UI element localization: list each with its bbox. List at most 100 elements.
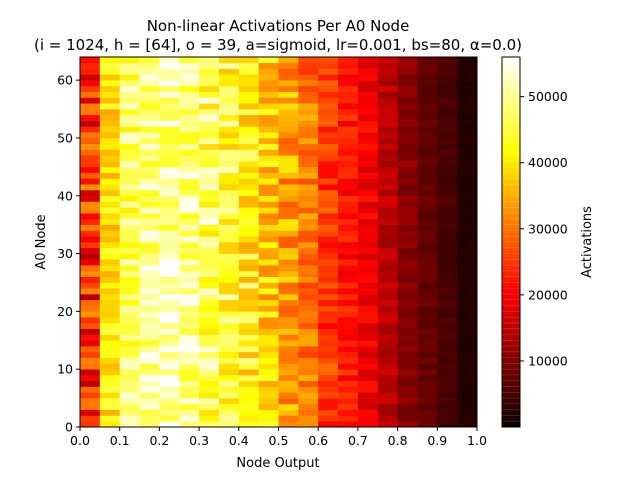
heatmap-cell (397, 311, 418, 318)
heatmap-cell (218, 172, 240, 179)
heatmap-cell (179, 120, 200, 127)
heatmap-cell (139, 207, 160, 214)
heatmap-cell (298, 137, 319, 145)
heatmap-cell (218, 68, 240, 75)
heatmap-cell (238, 334, 259, 341)
heatmap-cell (159, 166, 180, 173)
heatmap-cell (298, 392, 319, 399)
heatmap-cell (437, 103, 458, 110)
heatmap-cell (99, 363, 120, 370)
heatmap-cell (278, 120, 299, 127)
heatmap-cell (159, 265, 180, 272)
heatmap-cell (298, 114, 319, 121)
heatmap-cell (338, 386, 359, 393)
heatmap-cell (357, 224, 379, 231)
heatmap-cell (119, 103, 140, 110)
heatmap-cell (417, 207, 438, 214)
heatmap-cell (357, 328, 379, 335)
heatmap-cell (397, 346, 418, 353)
heatmap-cell (357, 178, 379, 185)
heatmap-cell (417, 259, 438, 266)
heatmap-cell (437, 120, 458, 127)
heatmap-cell (218, 380, 240, 387)
heatmap-cell (159, 213, 180, 220)
heatmap-cell (80, 149, 101, 156)
heatmap-cell (80, 213, 101, 220)
heatmap-cell (80, 305, 101, 312)
heatmap-cell (99, 265, 120, 272)
heatmap-cell (417, 299, 438, 306)
heatmap-cell (437, 421, 458, 428)
heatmap-cell (357, 403, 379, 410)
heatmap-cell (159, 328, 180, 335)
heatmap-cell (457, 224, 478, 231)
heatmap-cell (139, 247, 160, 254)
heatmap-cell (99, 213, 120, 220)
heatmap-cell (139, 103, 160, 110)
heatmap-cell (278, 236, 299, 243)
heatmap-cell (417, 178, 438, 185)
heatmap-cell (258, 242, 279, 249)
heatmap-cell (199, 247, 220, 254)
heatmap-cell (278, 126, 299, 133)
heatmap-cell (298, 317, 319, 324)
heatmap-cell (457, 386, 478, 393)
heatmap-cell (159, 230, 180, 237)
heatmap-cell (139, 120, 160, 127)
heatmap-cell (318, 120, 339, 127)
heatmap-cell (318, 97, 339, 104)
heatmap-cell (139, 149, 160, 156)
heatmap-cell (139, 305, 160, 312)
heatmap-cell (238, 282, 259, 289)
heatmap-cell (119, 149, 140, 156)
heatmap-cell (159, 189, 180, 197)
heatmap-cell (298, 247, 319, 254)
heatmap-cell (437, 299, 458, 306)
heatmap-cell (99, 80, 120, 87)
heatmap-cell (417, 317, 438, 324)
heatmap-cell (139, 403, 160, 410)
heatmap-cell (199, 265, 220, 272)
heatmap-cell (278, 74, 299, 81)
heatmap-cell (99, 288, 120, 295)
y-tick-label: 30 (57, 246, 73, 261)
heatmap-cell (457, 270, 478, 277)
heatmap-cell (80, 299, 101, 306)
heatmap-cell (457, 398, 478, 405)
heatmap-cell (179, 242, 200, 249)
heatmap-cell (258, 126, 279, 133)
heatmap-cell (457, 242, 478, 249)
heatmap-cell (179, 178, 200, 185)
heatmap-cell (338, 218, 359, 225)
heatmap-cell (99, 178, 120, 185)
heatmap-cell (218, 398, 240, 405)
heatmap-cell (318, 68, 339, 75)
heatmap-cell (218, 184, 240, 191)
heatmap-cell (238, 126, 259, 133)
heatmap-cell (417, 322, 438, 330)
heatmap-cell (377, 369, 398, 376)
heatmap-cell (417, 213, 438, 220)
heatmap-cell (238, 218, 259, 225)
heatmap-cell (417, 132, 438, 139)
heatmap-cell (199, 74, 220, 81)
heatmap-cell (457, 415, 478, 422)
heatmap-cell (218, 334, 240, 341)
heatmap-cell (258, 207, 279, 214)
heatmap-cell (417, 184, 438, 191)
heatmap-cell (298, 184, 319, 191)
heatmap-cell (119, 369, 140, 376)
heatmap-cell (159, 137, 180, 145)
heatmap-cell (278, 334, 299, 341)
y-tick-label: 50 (57, 130, 73, 145)
heatmap-cell (278, 253, 299, 260)
heatmap-cell (99, 317, 120, 324)
heatmap-cell (278, 91, 299, 98)
heatmap-cell (119, 363, 140, 370)
heatmap-cell (397, 218, 418, 225)
heatmap-cell (99, 253, 120, 260)
heatmap-cell (159, 363, 180, 370)
heatmap-cell (437, 351, 458, 358)
heatmap-cell (238, 172, 259, 179)
heatmap-cell (80, 143, 101, 150)
